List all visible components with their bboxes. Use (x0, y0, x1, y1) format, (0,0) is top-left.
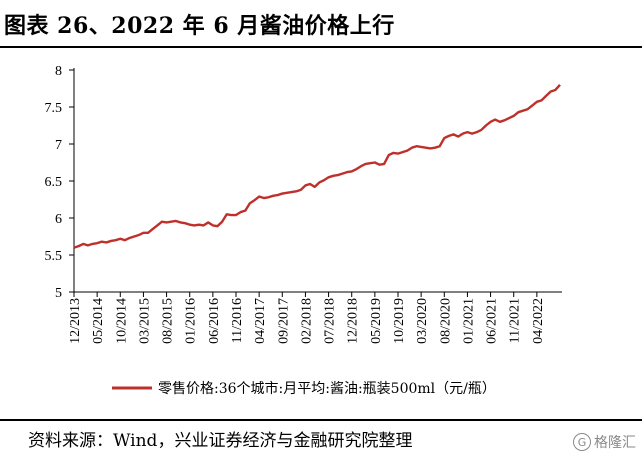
y-axis: 5 5.5 6 6.5 7 7.5 8 (45, 64, 75, 301)
x-tick-label: 02/2018 (299, 298, 314, 344)
x-tick-label: 06/2021 (485, 298, 500, 344)
y-tick-label: 7.5 (45, 101, 63, 116)
legend-label: 零售价格:36个城市:月平均:酱油:瓶装500ml（元/瓶） (158, 380, 496, 397)
x-tick-label: 08/2015 (161, 298, 176, 344)
x-tick-label: 03/2020 (415, 298, 430, 344)
x-tick-label: 07/2018 (323, 298, 338, 344)
x-tick-label: 05/2014 (91, 298, 106, 344)
x-tick-label: 06/2016 (207, 298, 222, 344)
y-tick-label: 5.5 (45, 249, 63, 264)
legend: 零售价格:36个城市:月平均:酱油:瓶装500ml（元/瓶） (112, 380, 496, 397)
x-tick-label: 04/2022 (531, 298, 546, 344)
x-tick-label: 10/2019 (392, 298, 407, 344)
x-tick-label: 12/2013 (68, 298, 83, 344)
watermark-logo-icon: G (573, 433, 591, 451)
watermark: G 格隆汇 (573, 432, 636, 452)
x-tick-label: 09/2017 (276, 298, 291, 344)
y-tick-label: 6 (55, 212, 62, 227)
x-tick-label: 10/2014 (114, 298, 129, 344)
y-tick-label: 7 (55, 138, 62, 153)
title-divider (0, 46, 642, 48)
source-note: 资料来源：Wind，兴业证券经济与金融研究院整理 (28, 431, 413, 451)
x-tick-label: 05/2019 (369, 298, 384, 344)
x-tick-label: 11/2021 (508, 298, 523, 343)
x-tick-label: 11/2016 (230, 298, 245, 343)
x-tick-label: 04/2017 (253, 298, 268, 344)
y-tick-label: 5 (55, 286, 62, 301)
series-layer (73, 84, 561, 249)
x-tick-label: 01/2016 (184, 298, 199, 344)
x-axis: 12/2013 05/2014 10/2014 03/2015 08/2015 01/20… (68, 291, 562, 344)
watermark-text: 格隆汇 (594, 435, 636, 451)
x-tick-label: 01/2021 (461, 298, 476, 344)
x-tick-label: 08/2020 (438, 298, 453, 344)
series-line-soy-sauce-price (73, 84, 561, 249)
y-tick-label: 8 (55, 64, 62, 79)
x-tick-label: 12/2018 (346, 298, 361, 344)
y-tick-label: 6.5 (45, 175, 63, 190)
footer-divider (0, 419, 642, 421)
x-tick-label: 03/2015 (137, 298, 152, 344)
page-title: 图表 26、2022 年 6 月酱油价格上行 (4, 13, 395, 39)
